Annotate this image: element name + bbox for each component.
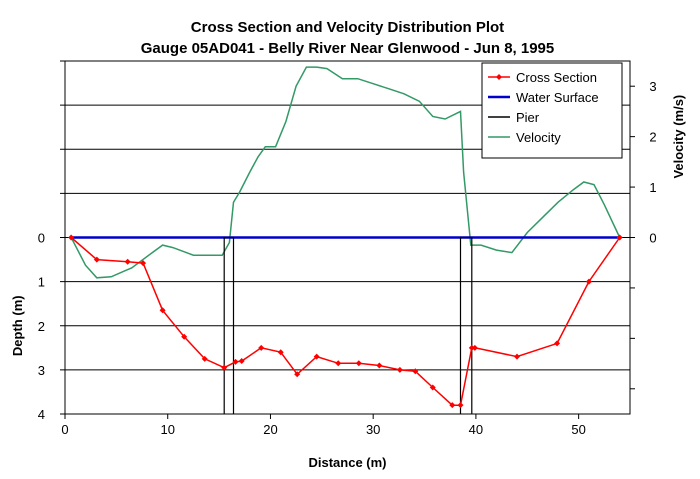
cross-section-point [159,307,166,314]
series-layer [68,66,623,414]
cross-section-point [232,358,239,365]
y2-tick-label: 0 [649,231,656,246]
y2-axis-label: Velocity (m/s) [671,95,686,179]
series-pier [459,236,473,414]
y-tick-label: 3 [38,363,45,378]
legend-marker [496,74,502,80]
cross-section-point [396,366,403,373]
legend-cross-section: Cross Section [516,70,597,85]
x-tick-label: 20 [263,422,277,437]
x-tick-label: 0 [61,422,68,437]
legend-box [481,62,623,159]
cross-section-point [68,234,75,241]
x-tick-label: 10 [160,422,174,437]
x-tick-label: 50 [571,422,585,437]
cross-section-point [471,344,478,351]
series-velocity [70,66,621,279]
cross-section-point [376,362,383,369]
x-axis-label: Distance (m) [308,455,386,470]
y2-tick-label: 1 [649,180,656,195]
cross-section-point [294,371,301,378]
y2-tick-label: 3 [649,79,656,94]
cross-section-point [124,258,131,265]
legend-water-surface: Water Surface [516,90,599,105]
cross-section-point [221,364,228,371]
cross-section-point [457,402,464,409]
chart-title: Cross Section and Velocity Distribution … [191,19,504,36]
series-cross-section [70,236,621,406]
y2-tick-label: 2 [649,130,656,145]
legend-velocity: Velocity [516,130,561,145]
cross-section-point [585,278,592,285]
x-tick-label: 30 [366,422,380,437]
series-pier [223,236,235,414]
cross-section-point [201,355,208,362]
cross-section-point [140,260,147,267]
y-tick-label: 2 [38,319,45,334]
cross-section-point [449,402,456,409]
cross-section-point [616,234,623,241]
y-axis-label: Depth (m) [10,295,25,356]
legend-pier: Pier [516,110,540,125]
cross-section-point [554,340,561,347]
cross-section-point [429,384,436,391]
cross-section-point [313,353,320,360]
chart-subtitle: Gauge 05AD041 - Belly River Near Glenwoo… [141,40,555,57]
cross-section-point [514,353,520,360]
cross-section-point [468,344,475,351]
cross-section-point [258,344,265,351]
cross-section-point [355,360,362,367]
y-tick-label: 0 [38,231,45,246]
y-tick-label: 1 [38,275,45,290]
cross-section-point [238,358,245,365]
x-tick-label: 40 [469,422,483,437]
cross-section-point [93,256,100,263]
y-tick-label: 4 [38,407,45,422]
cross-section-point [181,333,188,340]
cross-section-point [277,349,284,356]
legend: Cross Section Water Surface Pier Velocit… [481,62,623,159]
cross-section-point [335,360,342,367]
cross-section-point [412,368,419,375]
